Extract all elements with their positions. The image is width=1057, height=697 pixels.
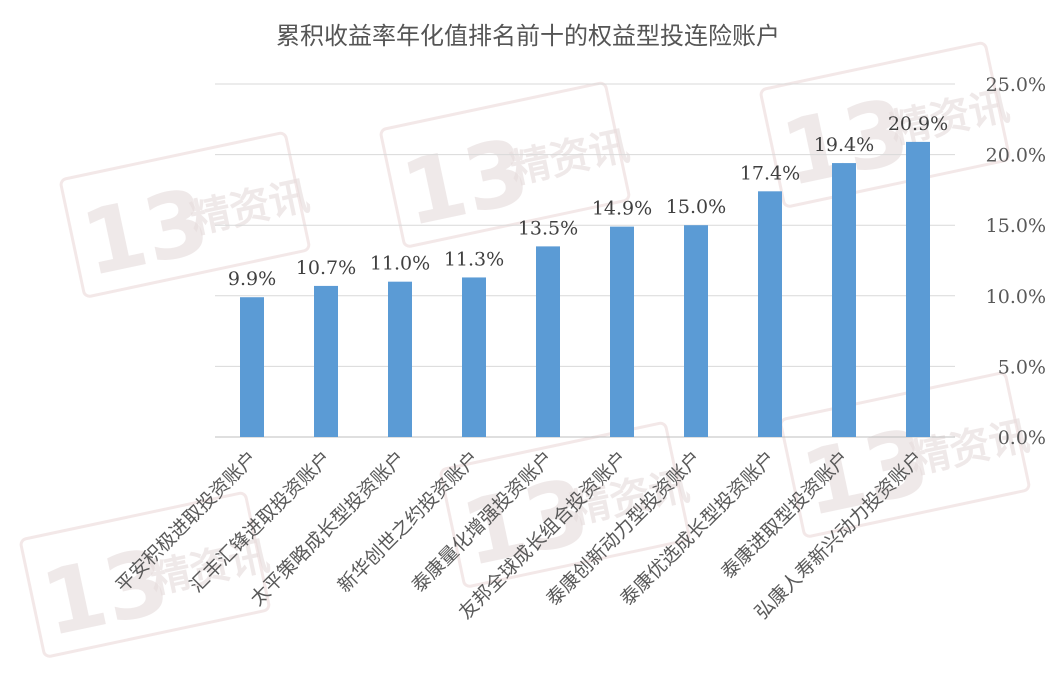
y-tick-label: 5.0% [998, 356, 1046, 378]
bar [462, 277, 486, 437]
watermark-number: 13 [453, 459, 597, 588]
data-label: 11.0% [370, 253, 430, 275]
watermark-number: 13 [393, 119, 537, 248]
y-tick-label: 0.0% [998, 427, 1046, 449]
data-label: 13.5% [518, 217, 578, 239]
chart-title: 累积收益率年化值排名前十的权益型投连险账户 [276, 22, 780, 50]
data-labels: 9.9% 10.7% 11.0% 11.3% 13.5% 14.9% 15.0% 17.4% 1… [228, 113, 948, 290]
data-label: 9.9% [228, 268, 276, 290]
bar [388, 281, 412, 437]
data-label: 20.9% [888, 113, 948, 135]
watermark-text: 精资讯 [507, 123, 634, 193]
bar [684, 225, 708, 437]
y-axis-ticks: 0.0% 5.0% 10.0% 15.0% 20.0% 25.0% [986, 74, 1046, 449]
y-tick-label: 10.0% [986, 286, 1046, 308]
watermark-number: 13 [33, 529, 177, 658]
watermark-stamp: 13 精资讯 [59, 131, 314, 298]
watermark-number: 13 [73, 169, 217, 298]
data-label: 15.0% [666, 196, 726, 218]
data-label: 14.9% [592, 198, 652, 220]
bar [314, 285, 338, 437]
bar [832, 163, 856, 437]
bar [758, 191, 782, 437]
bar [906, 141, 930, 437]
y-tick-label: 20.0% [986, 145, 1046, 167]
bars [240, 141, 930, 437]
data-label: 10.7% [296, 257, 356, 279]
watermark-text: 精资讯 [187, 173, 314, 243]
data-label: 11.3% [444, 248, 504, 270]
bar [610, 226, 634, 437]
watermark-layer: 13 精资讯 13 精资讯 13 精资讯 13 精资讯 13 精资讯 13 精资… [19, 41, 1033, 658]
data-label: 19.4% [814, 134, 874, 156]
bar [240, 297, 264, 437]
gridlines [215, 83, 955, 438]
watermark-stamp: 13 精资讯 [379, 81, 634, 248]
y-tick-label: 25.0% [986, 74, 1046, 96]
y-tick-label: 15.0% [986, 215, 1046, 237]
bar [536, 246, 560, 437]
data-label: 17.4% [740, 162, 800, 184]
watermark-stamp: 13 精资讯 [19, 491, 273, 658]
